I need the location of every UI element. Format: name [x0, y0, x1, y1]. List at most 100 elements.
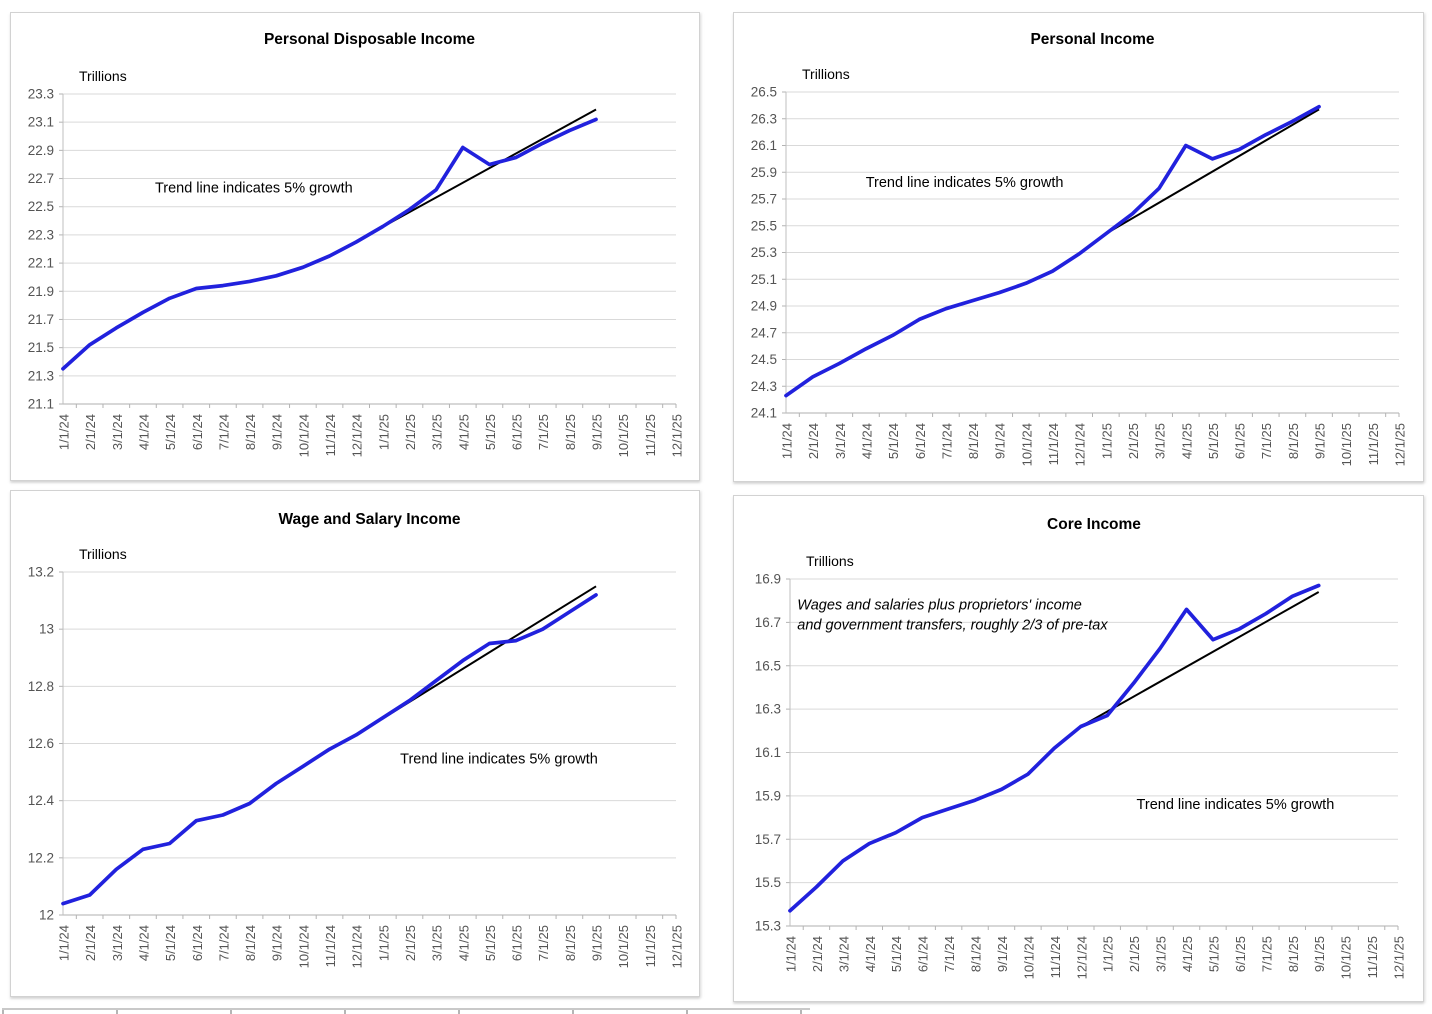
x-axis-tick-label: 6/1/24: [913, 423, 928, 459]
x-axis-tick-label: 10/1/25: [1339, 936, 1354, 979]
next-row-chart-top-edge: [2, 1008, 810, 1014]
x-axis-tick-label: 3/1/25: [430, 414, 445, 450]
x-axis-tick-label: 8/1/24: [969, 936, 984, 972]
x-axis-tick-label: 11/1/25: [643, 925, 658, 967]
x-axis-tick-label: 4/1/24: [136, 925, 151, 961]
x-axis-tick-label: 11/1/25: [643, 414, 658, 456]
x-axis-tick-label: 7/1/24: [216, 414, 231, 450]
chart-svg: Personal Income Trillions 24.1 24.3 24.5 24.7…: [751, 31, 1408, 466]
y-axis-tick-label: 26.5: [751, 85, 777, 100]
x-axis-tick-label: 5/1/25: [1206, 936, 1221, 972]
y-axis-tick-label: 21.5: [28, 340, 54, 355]
x-axis-tick-label: 3/1/24: [833, 423, 848, 459]
x-axis-tick-label: 8/1/25: [1286, 423, 1301, 459]
x-axis-tick-label: 2/1/25: [403, 925, 418, 961]
x-axis-tick-label: 7/1/24: [939, 423, 954, 459]
x-axis-tick-label: 4/1/24: [859, 423, 874, 459]
x-axis-tick-label: 2/1/25: [1127, 936, 1142, 972]
x-axis-tick-label: 1/1/25: [376, 414, 391, 450]
trend-line: [1105, 108, 1320, 235]
x-axis-tick-label: 8/1/25: [563, 925, 578, 961]
x-axis-tick-label: 9/1/24: [993, 423, 1008, 459]
x-axis-tick-label: 2/1/24: [806, 423, 821, 459]
data-series-line: [61, 117, 598, 371]
x-axis-tick-label: 1/1/24: [57, 925, 72, 961]
y-axis-tick-label: 22.7: [28, 171, 54, 186]
y-axis-tick-label: 12: [39, 908, 54, 923]
x-axis-tick-label: 8/1/24: [243, 925, 258, 961]
x-axis-tick-label: 9/1/24: [270, 414, 285, 450]
x-axis-tick-label: 4/1/25: [456, 925, 471, 961]
x-axis-tick-label: 2/1/24: [810, 936, 825, 972]
series-definition-note: Wages and salaries plus proprietors' inc…: [797, 597, 1082, 613]
y-axis-tick-label: 21.9: [28, 284, 54, 299]
x-axis-tick-label: 10/1/25: [616, 414, 631, 457]
x-axis-tick-label: 10/1/24: [296, 925, 311, 968]
y-axis-tick-label: 24.3: [751, 379, 777, 394]
x-axis-tick-label: 9/1/25: [590, 414, 605, 450]
x-axis-tick-label: 3/1/25: [430, 925, 445, 961]
x-axis-tick-label: 9/1/24: [995, 936, 1010, 972]
axis-units-label: Trillions: [79, 68, 127, 84]
x-axis-tick-label: 8/1/25: [1286, 936, 1301, 972]
x-axis-tick-label: 8/1/24: [966, 423, 981, 459]
x-axis-tick-label: 10/1/24: [1021, 936, 1036, 979]
x-axis-tick-label: 12/1/24: [350, 414, 365, 457]
x-axis-tick-label: 3/1/25: [1153, 423, 1168, 459]
chart-svg: Core Income Trillions 15.3 15.5 15.7 15.9 16.1…: [755, 516, 1407, 979]
x-axis-tick-label: 9/1/25: [590, 925, 605, 961]
x-axis-tick-label: 12/1/24: [1073, 423, 1088, 466]
chart-panel-wage-salary-income: Wage and Salary Income Trillions 12 12.2 12.…: [10, 490, 700, 997]
y-axis-tick-label: 25.5: [751, 218, 777, 233]
data-series-line: [784, 104, 1321, 398]
y-axis-tick-label: 16.7: [755, 615, 781, 630]
y-axis-tick-label: 22.9: [28, 143, 54, 158]
x-axis-tick-label: 3/1/25: [1154, 936, 1169, 972]
y-axis-tick-label: 16.1: [755, 745, 781, 760]
x-axis-tick-label: 7/1/25: [536, 925, 551, 961]
x-axis-tick-label: 7/1/25: [536, 414, 551, 450]
y-axis-tick-label: 25.9: [751, 165, 777, 180]
x-axis-tick-label: 6/1/24: [190, 414, 205, 450]
x-axis-tick-label: 4/1/24: [863, 936, 878, 972]
x-axis-tick-label: 2/1/25: [403, 414, 418, 450]
x-axis-tick-label: 9/1/24: [270, 925, 285, 961]
y-axis-tick-label: 12.4: [28, 793, 55, 808]
x-axis-tick-label: 12/1/25: [670, 925, 685, 968]
y-axis-tick-label: 16.5: [755, 658, 781, 673]
chart-svg: Wage and Salary Income Trillions 12 12.2 12.…: [28, 511, 685, 968]
x-axis-tick-label: 5/1/24: [886, 423, 901, 459]
x-axis-tick-label: 1/1/25: [1101, 936, 1116, 972]
y-axis-tick-label: 25.3: [751, 245, 777, 260]
x-axis-tick-label: 9/1/25: [1312, 936, 1327, 972]
x-axis-tick-label: 4/1/25: [1179, 423, 1194, 459]
x-axis-tick-label: 2/1/24: [83, 925, 98, 961]
x-axis-tick-label: 10/1/24: [296, 414, 311, 457]
y-axis-tick-label: 24.5: [751, 352, 777, 367]
x-axis-tick-label: 3/1/24: [836, 936, 851, 972]
y-axis-tick-label: 23.3: [28, 87, 54, 102]
data-series-line: [788, 583, 1321, 913]
x-axis-tick-label: 7/1/24: [216, 925, 231, 961]
trend-line: [1080, 591, 1320, 728]
y-axis-tick-label: 25.7: [751, 192, 777, 207]
x-axis-tick-label: 6/1/25: [510, 925, 525, 961]
x-axis-tick-label: 6/1/25: [1233, 936, 1248, 972]
data-series-line: [61, 593, 598, 906]
chart-title: Personal Income: [1030, 31, 1154, 48]
x-axis-tick-label: 11/1/25: [1366, 423, 1381, 465]
trend-note: Trend line indicates 5% growth: [155, 181, 353, 197]
x-axis-tick-label: 2/1/25: [1126, 423, 1141, 459]
y-axis-tick-label: 15.3: [755, 919, 781, 934]
chart-title: Personal Disposable Income: [264, 31, 475, 48]
x-axis-tick-label: 9/1/25: [1313, 423, 1328, 459]
y-axis-tick-label: 16.9: [755, 572, 781, 587]
x-axis-tick-label: 6/1/25: [510, 414, 525, 450]
axis-units-label: Trillions: [802, 66, 850, 82]
x-axis-tick-label: 12/1/24: [350, 925, 365, 968]
x-axis-tick-label: 5/1/24: [163, 414, 178, 450]
trend-note: Trend line indicates 5% growth: [866, 175, 1064, 191]
x-axis-tick-label: 12/1/24: [1074, 936, 1089, 979]
x-axis-tick-label: 5/1/25: [1206, 423, 1221, 459]
trend-note: Trend line indicates 5% growth: [1137, 797, 1335, 813]
